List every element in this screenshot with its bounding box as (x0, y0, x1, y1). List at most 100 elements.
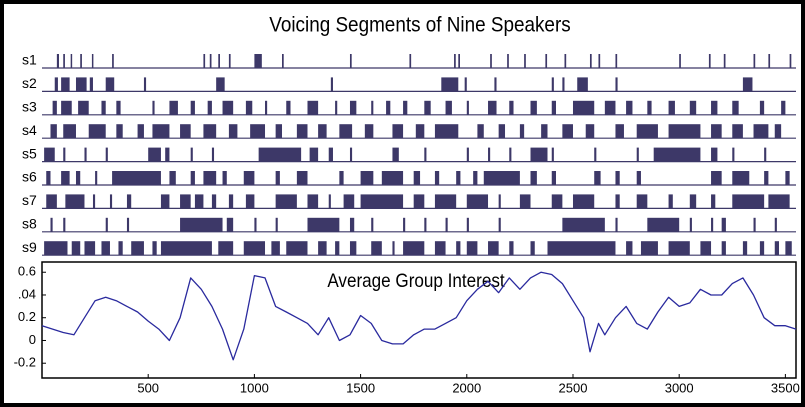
voicing-segment (723, 54, 726, 68)
voicing-segment (700, 241, 712, 256)
x-tick-label: 500 (137, 380, 159, 395)
plot-frame (41, 261, 797, 379)
voicing-segment (228, 194, 234, 209)
row-label: s5 (22, 145, 37, 161)
voicing-segment (228, 54, 231, 68)
voicing-segment (519, 124, 525, 139)
voicing-segment (551, 100, 556, 115)
voicing-segment (349, 147, 353, 162)
voicing-segment (318, 124, 327, 139)
voicing-segment (494, 77, 497, 92)
voicing-segment (101, 100, 106, 115)
voicing-segment (61, 77, 70, 92)
voicing-segment (626, 100, 633, 115)
voicing-segment (101, 241, 110, 256)
voicing-segment (598, 54, 601, 68)
voicing-segment (207, 100, 212, 115)
voicing-segment (105, 77, 115, 92)
voicing-segment (759, 241, 765, 256)
voicing-segment (339, 171, 344, 185)
voicing-segment (753, 217, 756, 232)
voicing-segment (152, 100, 155, 115)
voicing-segment (65, 194, 85, 209)
voicing-segment (498, 217, 501, 232)
voicing-segment (84, 241, 96, 256)
voicing-segment (789, 54, 792, 68)
row-label: s1 (22, 52, 37, 68)
voicing-segment (152, 124, 170, 139)
raster-title: Voicing Segments of Nine Speakers (269, 14, 570, 37)
voicing-segment (371, 217, 374, 232)
voicing-segment (636, 147, 639, 162)
voicing-segment (434, 171, 440, 185)
voicing-segment (668, 194, 673, 209)
voicing-segment (466, 194, 489, 209)
voicing-segment (386, 100, 391, 115)
voicing-segment (75, 77, 87, 92)
voicing-segment (585, 124, 595, 139)
voicing-segment (647, 100, 652, 115)
voicing-segment (88, 124, 106, 139)
voicing-segment (711, 147, 718, 162)
voicing-segment (572, 194, 595, 209)
voicing-segment (456, 241, 461, 256)
voicing-segment (222, 100, 234, 115)
voicing-segment (203, 171, 217, 185)
voicing-segment (530, 147, 548, 162)
voicing-segment (71, 241, 81, 256)
voicing-segment (711, 100, 718, 115)
voicing-segment (126, 194, 132, 209)
voicing-segment (275, 194, 297, 209)
voicing-segment (349, 241, 357, 256)
voicing-segment (742, 77, 753, 92)
voicing-segment (653, 147, 701, 162)
voicing-segment (564, 54, 567, 68)
voicing-segment (63, 124, 76, 139)
voicing-segment (732, 100, 739, 115)
y-tick-label: -0.2 (14, 355, 36, 370)
voicing-segment (194, 194, 204, 209)
voicing-segment (118, 241, 123, 256)
voicing-segment (286, 100, 291, 115)
voicing-segment (711, 171, 722, 185)
voicing-segment (768, 54, 771, 68)
voicing-segment (54, 77, 58, 92)
voicing-segment (551, 77, 554, 92)
voicing-segment (131, 241, 144, 256)
voicing-segment (509, 147, 512, 162)
voicing-segment (562, 217, 605, 232)
voicing-segment (572, 100, 595, 115)
voicing-segment (50, 124, 57, 139)
voicing-segment (258, 147, 302, 162)
voicing-segment (271, 241, 280, 256)
voicing-segment (296, 124, 308, 139)
y-tick-label: 0.2 (18, 309, 36, 324)
voicing-segment (764, 147, 767, 162)
voicing-segment (309, 147, 319, 162)
voicing-segment (466, 147, 469, 162)
voicing-segment (360, 171, 374, 185)
voicing-segment (768, 194, 790, 209)
voicing-segment (488, 100, 497, 115)
x-tick-label: 1500 (346, 380, 375, 395)
voicing-segment (524, 54, 526, 68)
voicing-segment (464, 77, 467, 92)
voicing-segment (116, 124, 123, 139)
voicing-segment (61, 100, 72, 115)
y-tick-label: 0 (29, 332, 36, 347)
row-label: s4 (22, 122, 37, 138)
voicing-segment (488, 147, 491, 162)
voicing-segment (250, 124, 266, 139)
voicing-segment (75, 171, 81, 185)
voicing-segment (226, 217, 234, 232)
voicing-segment (434, 194, 457, 209)
voicing-segment (50, 217, 53, 232)
voicing-segment (52, 100, 57, 115)
voicing-segment (562, 124, 573, 139)
voicing-segment (547, 241, 616, 256)
voicing-segment (636, 171, 641, 185)
voicing-segment (490, 54, 492, 68)
voicing-segment (392, 124, 404, 139)
voicing-segment (84, 147, 87, 162)
